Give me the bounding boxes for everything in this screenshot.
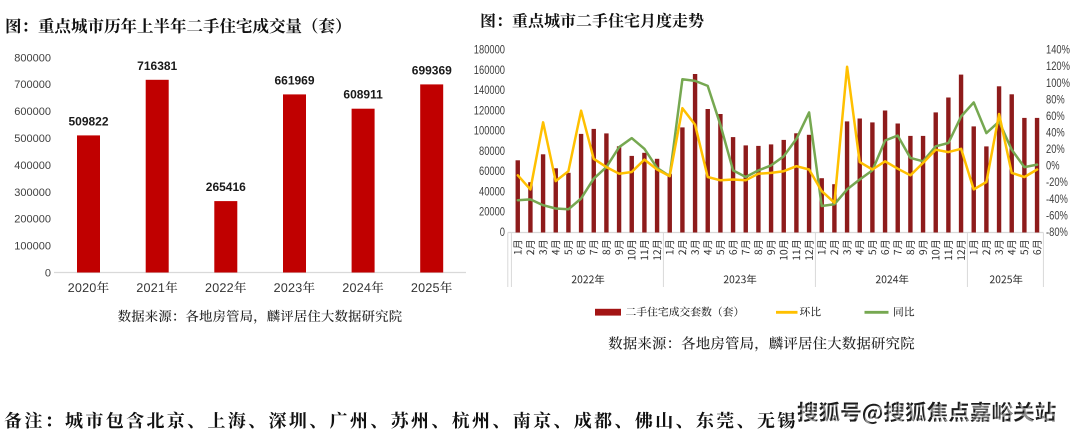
svg-text:160000: 160000 bbox=[474, 64, 505, 77]
svg-text:60000: 60000 bbox=[479, 165, 505, 178]
svg-text:20000: 20000 bbox=[479, 206, 505, 219]
svg-text:500000: 500000 bbox=[14, 133, 51, 145]
svg-text:509822: 509822 bbox=[68, 114, 108, 128]
svg-text:-20%: -20% bbox=[1046, 176, 1068, 189]
svg-text:700000: 700000 bbox=[14, 79, 51, 91]
svg-text:20%: 20% bbox=[1046, 143, 1065, 156]
svg-text:60%: 60% bbox=[1046, 110, 1065, 123]
svg-text:40%: 40% bbox=[1046, 126, 1065, 139]
svg-text:800000: 800000 bbox=[14, 52, 51, 64]
svg-text:-60%: -60% bbox=[1046, 209, 1068, 222]
svg-text:300000: 300000 bbox=[14, 187, 51, 199]
svg-text:0: 0 bbox=[500, 226, 505, 239]
svg-text:140000: 140000 bbox=[474, 84, 505, 97]
svg-text:-80%: -80% bbox=[1046, 226, 1068, 239]
svg-text:600000: 600000 bbox=[14, 106, 51, 118]
svg-text:140%: 140% bbox=[1046, 44, 1070, 57]
svg-text:100000: 100000 bbox=[474, 125, 505, 138]
svg-text:0%: 0% bbox=[1046, 160, 1060, 173]
svg-text:-40%: -40% bbox=[1046, 193, 1068, 206]
svg-text:80000: 80000 bbox=[479, 145, 505, 158]
svg-text:120%: 120% bbox=[1046, 60, 1070, 73]
svg-text:265416: 265416 bbox=[206, 180, 246, 194]
svg-text:608911: 608911 bbox=[343, 88, 383, 102]
svg-text:716381: 716381 bbox=[137, 59, 177, 73]
svg-text:40000: 40000 bbox=[479, 185, 505, 198]
svg-text:661969: 661969 bbox=[274, 73, 314, 87]
svg-text:100%: 100% bbox=[1046, 77, 1070, 90]
svg-text:0: 0 bbox=[45, 268, 51, 280]
svg-text:699369: 699369 bbox=[412, 63, 452, 77]
svg-text:400000: 400000 bbox=[14, 160, 51, 172]
svg-text:80%: 80% bbox=[1046, 93, 1065, 106]
svg-text:120000: 120000 bbox=[474, 104, 505, 117]
svg-text:200000: 200000 bbox=[14, 214, 51, 226]
svg-text:100000: 100000 bbox=[14, 241, 51, 253]
svg-text:180000: 180000 bbox=[474, 44, 505, 57]
